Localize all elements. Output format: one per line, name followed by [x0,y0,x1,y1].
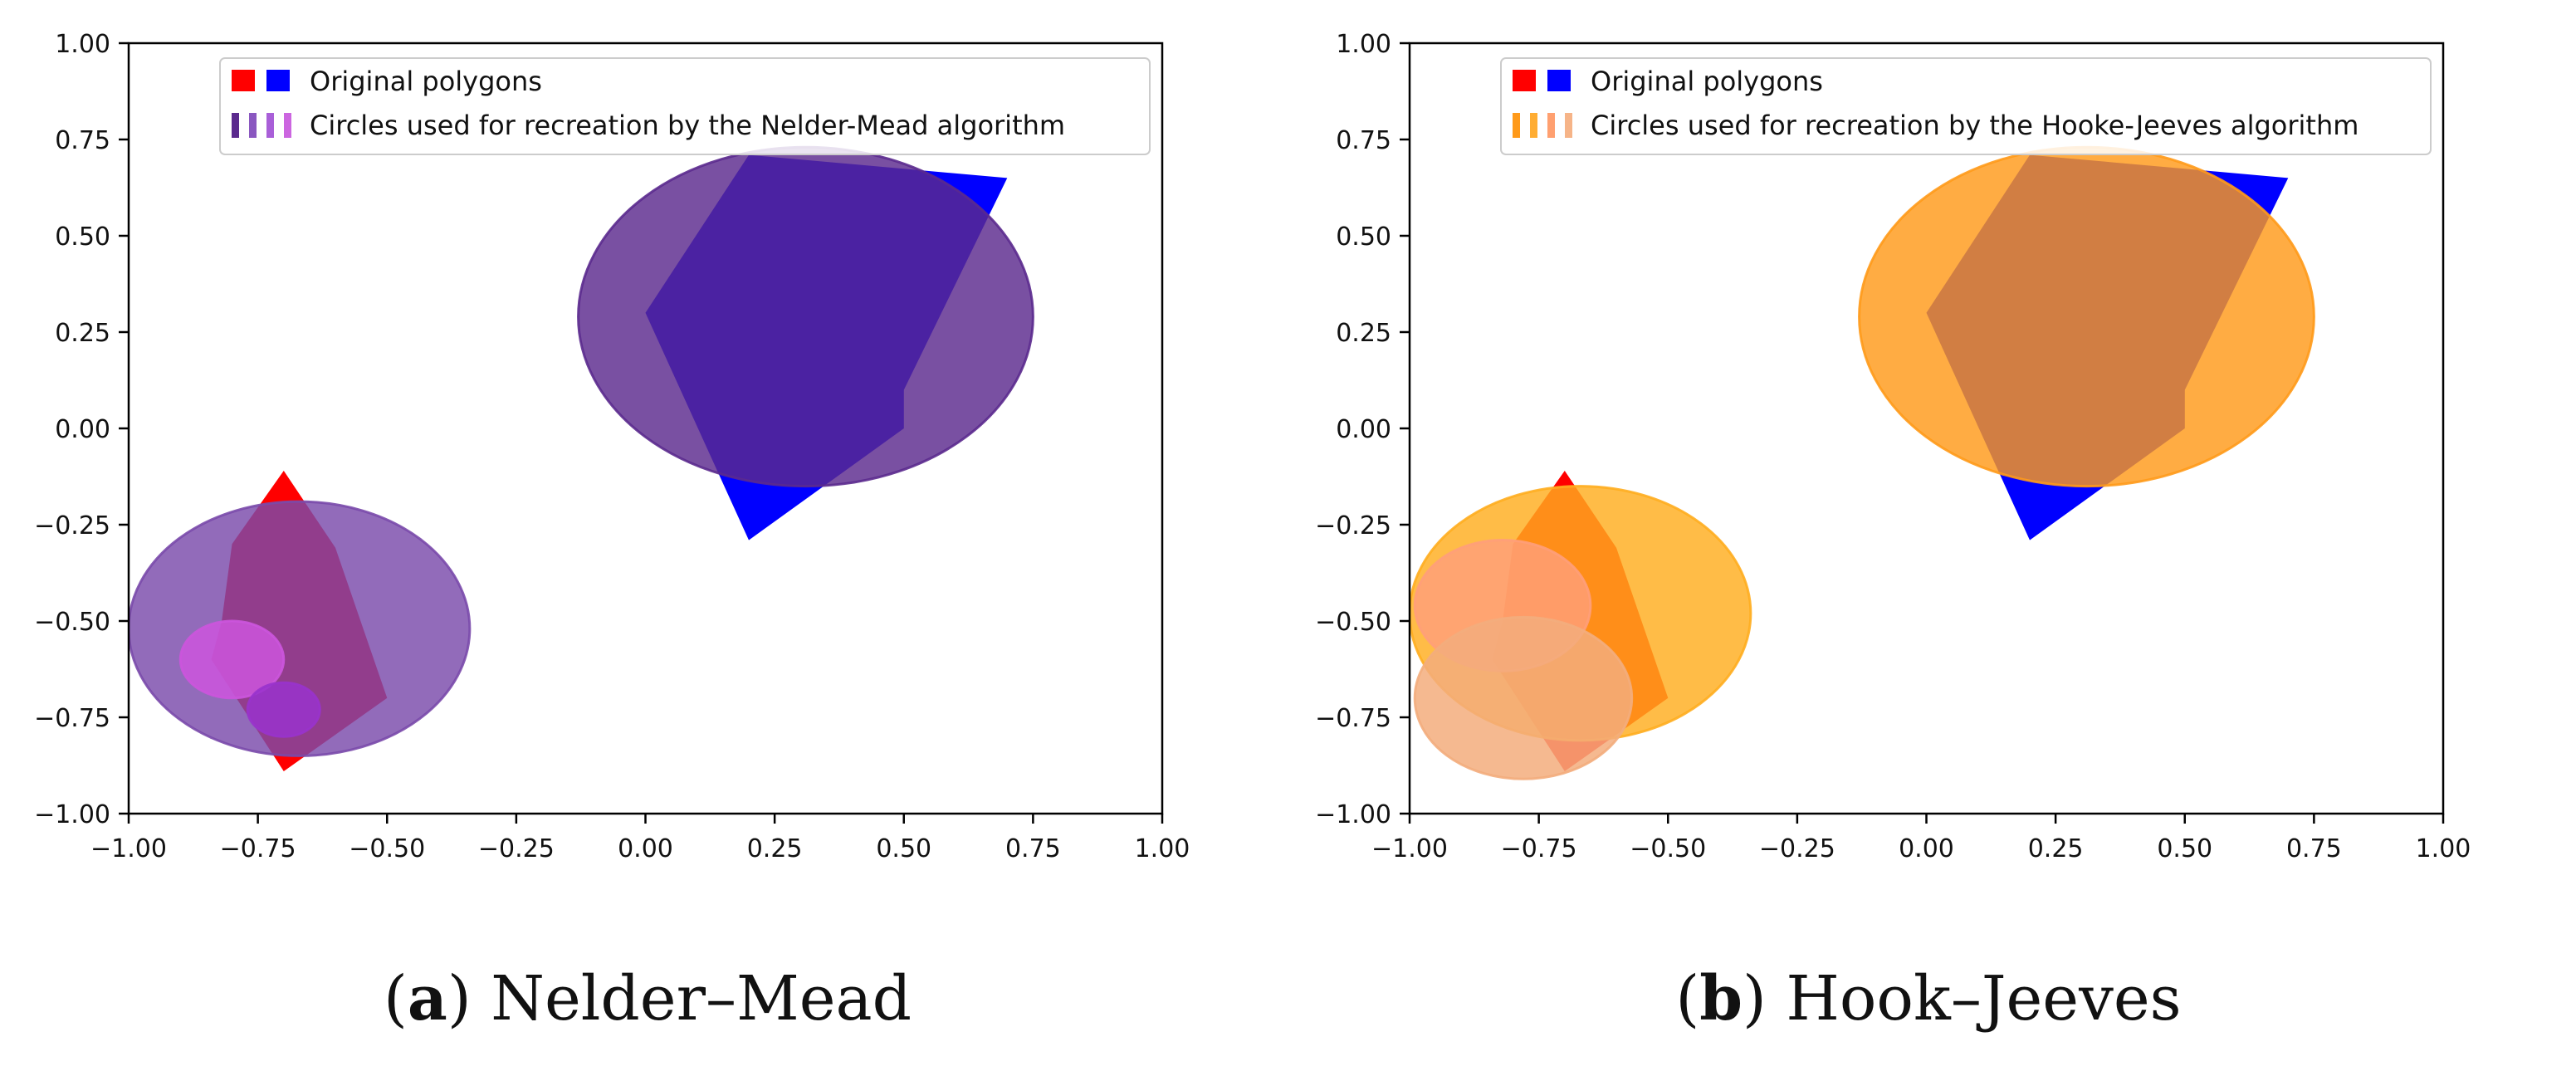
legend-swatch-bar [266,113,274,138]
caption-text: Hook–Jeeves [1766,963,2182,1034]
x-tick-label: 0.00 [618,834,673,863]
circle-1 [1858,145,2315,488]
caption-letter: a [407,963,447,1034]
y-tick-label: −1.00 [34,800,110,829]
legend-swatch-bar [284,113,291,138]
legend-swatch-bar [249,113,257,138]
x-tick-label: 0.50 [2157,834,2212,863]
x-tick-label: −0.25 [478,834,555,863]
y-tick-label: −0.75 [1315,704,1391,733]
legend-label: Original polygons [1591,66,1823,97]
y-tick-label: −0.25 [34,511,110,540]
caption-a: (a) Nelder–Mead [383,963,912,1034]
x-tick-label: 0.25 [2028,834,2084,863]
x-tick-label: 0.75 [2286,834,2342,863]
legend-swatch-bar [1547,113,1555,138]
legend: Original polygons Circles used for recrea… [219,57,1151,155]
y-tick-label: 0.75 [55,126,110,155]
y-tick-label: 0.25 [55,319,110,348]
y-tick-label: 0.75 [1336,126,1391,155]
legend-swatch-square [232,70,255,91]
y-tick-label: −0.25 [1315,511,1391,540]
legend: Original polygons Circles used for recrea… [1500,57,2432,155]
y-tick-label: 0.50 [55,222,110,252]
caption-b: (b) Hook–Jeeves [1675,963,2182,1034]
y-tick-label: 1.00 [55,30,110,59]
y-tick-label: −1.00 [1315,800,1391,829]
y-tick-label: −0.75 [34,704,110,733]
x-tick-label: −0.25 [1759,834,1835,863]
x-tick-label: 1.00 [2416,834,2471,863]
y-tick-label: 0.00 [55,415,110,444]
chart-nelder-mead: −1.00 −0.75 −0.50 −0.25 0.00 0.25 0.50 0.75 1.00… [34,30,1190,863]
legend-swatch-square [266,70,290,91]
circle-4 [1413,615,1634,780]
legend-label: Original polygons [310,66,542,97]
data-layer [1410,145,2315,780]
circle-3 [178,619,286,700]
plot-area [1410,145,2315,780]
legend-label: Circles used for recreation by the Nelde… [310,110,1065,141]
legend-swatch-bar [1530,113,1537,138]
legend-swatch-bar [1513,113,1520,138]
y-tick-label: −0.50 [1315,608,1391,637]
legend-box [1500,57,2432,155]
legend-swatch-square [1513,70,1536,91]
data-layer [129,145,1034,771]
chart-hook-jeeves: −1.00 −0.75 −0.50 −0.25 0.00 0.25 0.50 0.75 1.00… [1315,30,2471,863]
x-tick-label: 1.00 [1135,834,1190,863]
legend-swatch-bar [232,113,239,138]
legend-label: Circles used for recreation by the Hooke… [1591,110,2358,141]
x-tick-label: −0.50 [349,834,425,863]
circle-1 [577,145,1034,488]
y-tick-label: −0.50 [34,608,110,637]
x-tick-label: −0.75 [220,834,296,863]
x-tick-label: 0.75 [1005,834,1061,863]
legend-box [219,57,1151,155]
caption-text: Nelder–Mead [471,963,912,1034]
caption-letter: b [1699,963,1743,1034]
x-tick-label: 0.25 [747,834,803,863]
x-tick-label: −0.50 [1630,834,1706,863]
legend-swatch-square [1547,70,1571,91]
legend-swatch-bar [1565,113,1572,138]
plot-area [129,145,1034,771]
circle-4 [246,681,321,738]
y-tick-label: 0.25 [1336,319,1391,348]
x-tick-label: 0.50 [876,834,931,863]
y-tick-label: 1.00 [1336,30,1391,59]
x-tick-label: −1.00 [90,834,167,863]
x-tick-label: −0.75 [1501,834,1577,863]
y-tick-label: 0.00 [1336,415,1391,444]
x-tick-label: −1.00 [1371,834,1448,863]
x-tick-label: 0.00 [1899,834,1954,863]
y-tick-label: 0.50 [1336,222,1391,252]
